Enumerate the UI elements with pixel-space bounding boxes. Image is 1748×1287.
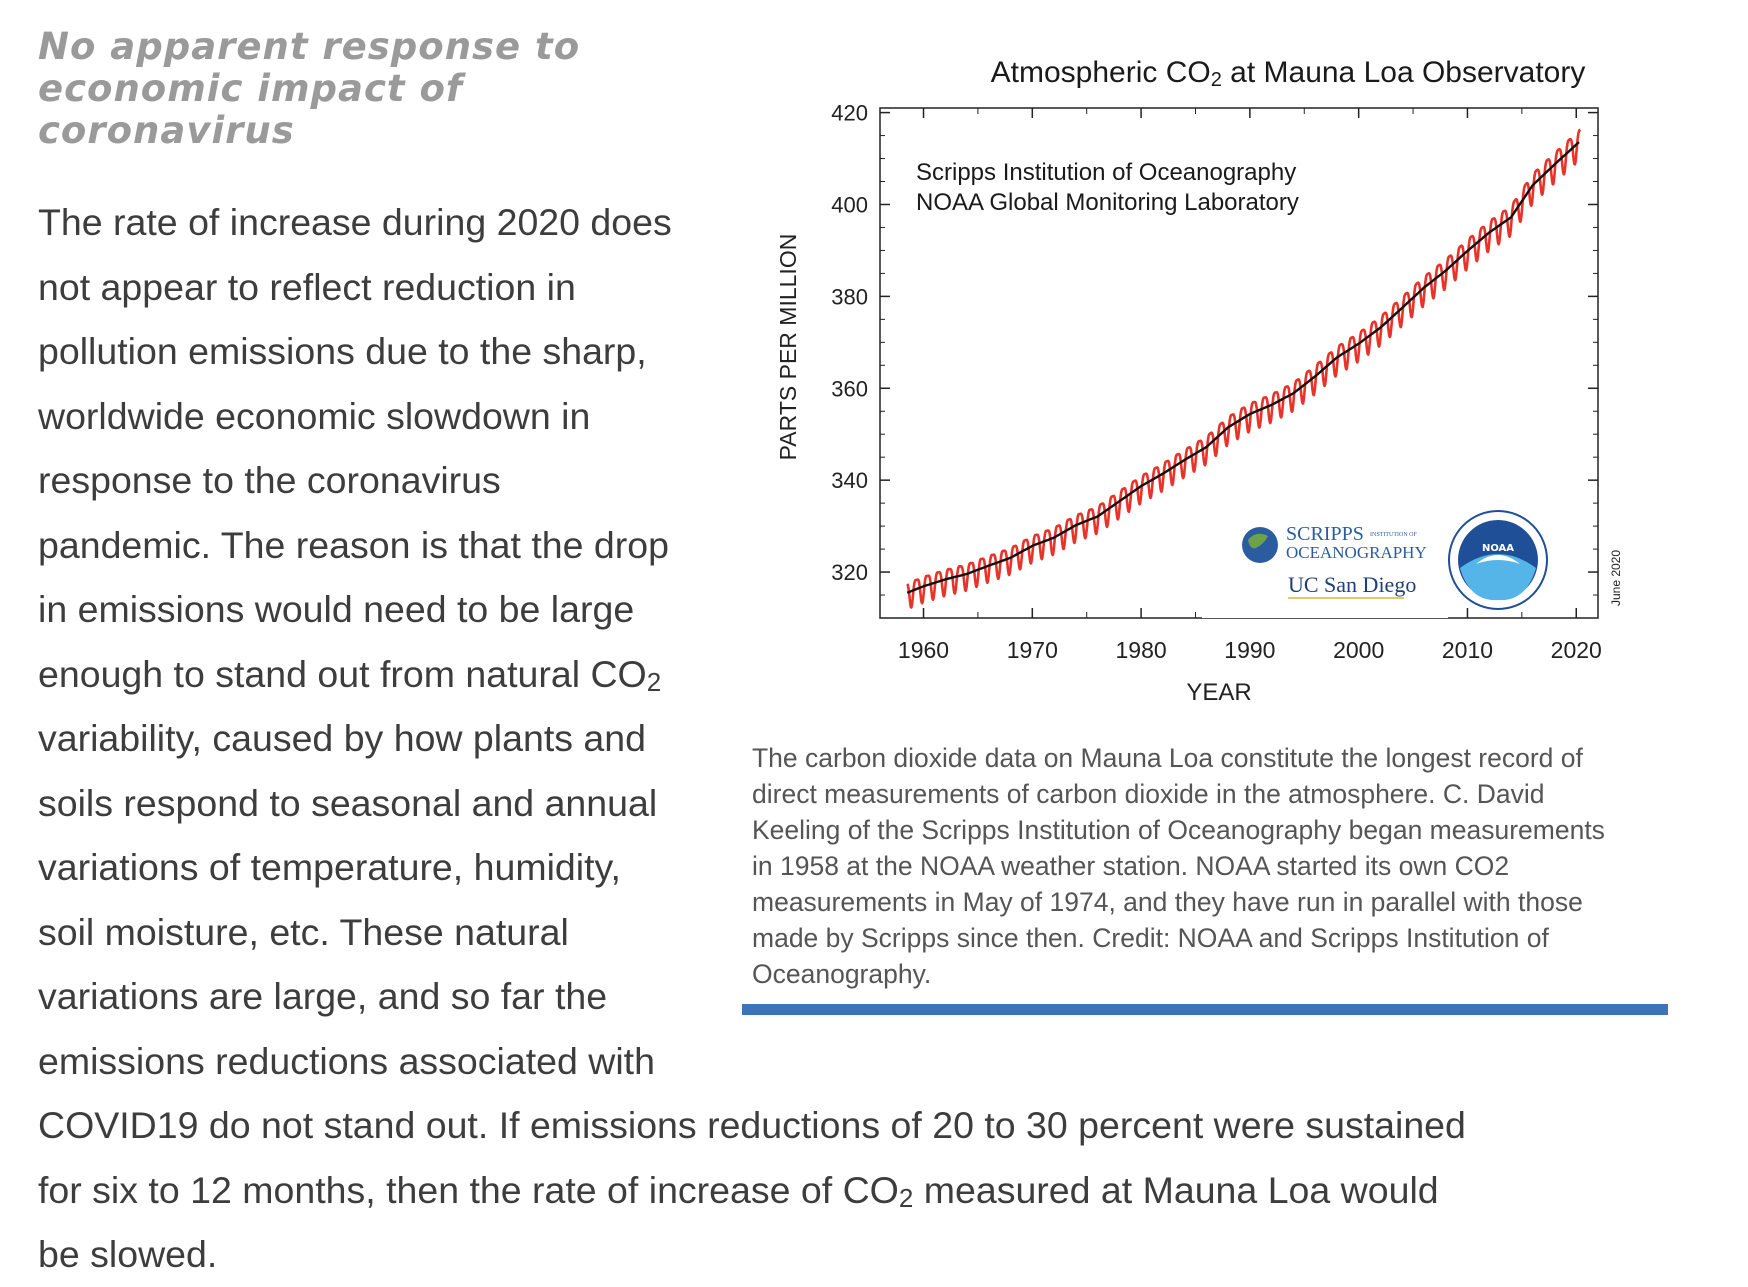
heading-line: economic impact of (38, 67, 463, 110)
chart-title-subscript: 2 (1210, 69, 1222, 91)
x-axis-label: YEAR (1186, 679, 1251, 706)
noaa-logo-gull (1476, 555, 1520, 564)
scripps-globe-land (1248, 533, 1268, 549)
chart-source-text: Scripps Institution of Oceanography (916, 159, 1296, 186)
y-tick-label: 320 (831, 560, 868, 585)
body-line: soils respond to seasonal and annual (38, 781, 658, 824)
logo-block: SCRIPPS INSTITUTION OF OCEANOGRAPHY UC S… (1202, 508, 1548, 618)
caption-line: Oceanography. (752, 959, 932, 989)
co2-subscript: 2 (646, 666, 662, 697)
y-tick-label: 360 (831, 376, 868, 401)
caption-accent-rule (742, 1004, 1668, 1015)
y-tick-label: 380 (831, 284, 868, 309)
caption-line: direct measurements of carbon dioxide in… (752, 779, 1545, 809)
article-body: The rate of increase during 2020 does no… (38, 190, 1598, 1287)
figure-caption: The carbon dioxide data on Mauna Loa con… (752, 740, 1672, 992)
body-line: in emissions would need to be large (38, 588, 635, 630)
trend-co2-line (906, 141, 1580, 594)
body-line-co2: enough to stand out from natural CO2 (38, 642, 1598, 707)
body-line: variability, caused by how plants and (38, 717, 646, 759)
chart-title-text: Atmospheric CO (990, 56, 1211, 89)
y-tick-label: 400 (831, 192, 868, 217)
logo-background (1202, 508, 1448, 618)
caption-line: Keeling of the Scripps Institution of Oc… (752, 815, 1605, 845)
monthly-co2-line (906, 128, 1582, 609)
body-line-text: measured at Mauna Loa would (913, 1168, 1439, 1211)
body-line: be slowed. (38, 1233, 218, 1275)
body-line-text: enough to stand out from natural CO (38, 652, 647, 695)
x-tick-label: 1960 (898, 637, 949, 663)
chart-source-text: NOAA Global Monitoring Laboratory (916, 189, 1299, 216)
body-line: not appear to reflect reduction in (38, 265, 576, 308)
scripps-logo-text: SCRIPPS (1286, 523, 1364, 545)
body-line: variations are large, and so far the (38, 975, 608, 1017)
chart-title-text-suffix: at Mauna Loa Observatory (1221, 56, 1586, 89)
body-line: pollution emissions due to the sharp, (38, 330, 647, 372)
body-line-text: for six to 12 months, then the rate of i… (38, 1168, 899, 1211)
heading-line: coronavirus (38, 109, 295, 152)
scripps-logo-text-2: OCEANOGRAPHY (1286, 543, 1427, 562)
x-tick-label: 2000 (1333, 637, 1384, 663)
body-line: COVID19 do not stand out. If emissions r… (38, 1104, 1466, 1146)
y-tick-label: 420 (831, 101, 868, 126)
x-tick-label: 1970 (1007, 637, 1058, 663)
body-line: variations of temperature, humidity, (38, 846, 621, 888)
caption-line: The carbon dioxide data on Mauna Loa con… (752, 743, 1583, 773)
body-line: soil moisture, etc. These natural (38, 910, 569, 953)
noaa-logo-text: NOAA (1482, 543, 1514, 554)
noaa-logo-wave (1460, 554, 1536, 601)
body-line: The rate of increase during 2020 does (38, 201, 672, 243)
caption-line: in 1958 at the NOAA weather station. NOA… (752, 851, 1510, 881)
x-tick-label: 2020 (1551, 637, 1602, 663)
x-tick-label: 1990 (1224, 637, 1275, 663)
x-tick-label: 1980 (1116, 637, 1167, 663)
chart-title: Atmospheric CO2 at Mauna Loa Observatory (918, 56, 1658, 90)
scripps-logo-small-text: INSTITUTION OF (1370, 532, 1417, 538)
x-tick-label: 2010 (1442, 637, 1493, 663)
article-heading: No apparent response to economic impact … (38, 26, 658, 152)
body-line: response to the coronavirus (38, 459, 501, 501)
body-line-co2: for six to 12 months, then the rate of i… (38, 1158, 1598, 1223)
chart-date-stamp: June 2020 (1609, 550, 1623, 606)
co2-subscript: 2 (898, 1182, 914, 1213)
body-line: emissions reductions associated with (38, 1039, 655, 1082)
y-axis-label: PARTS PER MILLION (775, 234, 801, 461)
ucsd-logo-text: UC San Diego (1288, 572, 1416, 597)
y-tick-label: 340 (831, 468, 868, 493)
co2-chart: 320 340 360 380 400 420 1960 1970 1980 1990 2000 20… (775, 101, 1623, 706)
caption-line: measurements in May of 1974, and they ha… (752, 887, 1583, 917)
caption-line: made by Scripps since then. Credit: NOAA… (752, 923, 1549, 953)
body-line: worldwide economic slowdown in (38, 394, 591, 437)
heading-line: No apparent response to (38, 25, 581, 68)
body-line: pandemic. The reason is that the drop (38, 523, 669, 566)
